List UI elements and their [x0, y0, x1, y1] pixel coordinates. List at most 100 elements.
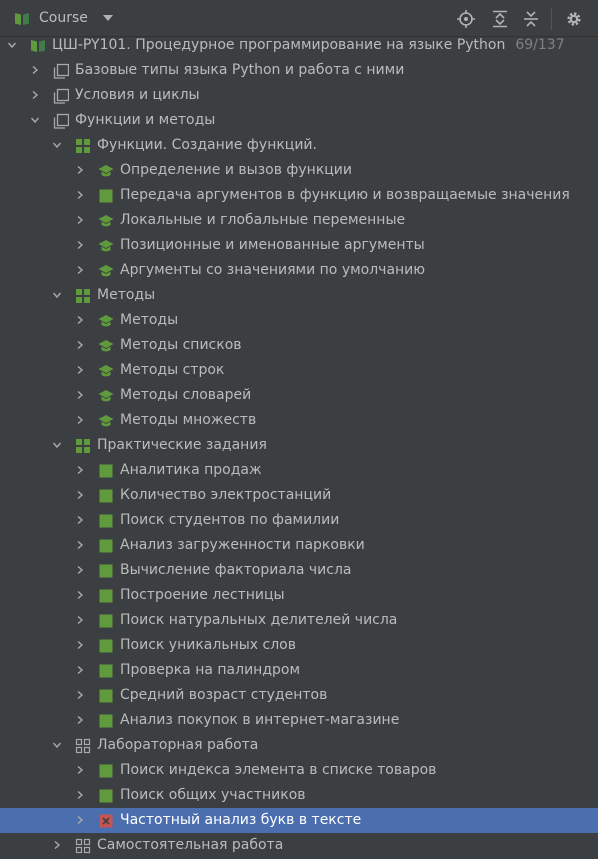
task-solved-icon [98, 538, 114, 554]
chevron-right-icon[interactable] [76, 191, 84, 199]
course-title: ЦШ-PY101. Процедурное программирование н… [52, 37, 506, 53]
chevron-right-icon[interactable] [31, 91, 39, 99]
tree-task[interactable]: Частотный анализ букв в тексте [0, 808, 598, 833]
task-label: Поиск студентов по фамилии [120, 512, 340, 528]
chevron-right-icon[interactable] [53, 841, 61, 849]
tree-task[interactable]: Методы списков [0, 333, 598, 358]
chevron-down-icon[interactable] [53, 141, 61, 149]
task-label: Методы [120, 312, 179, 328]
tree-task[interactable]: Построение лестницы [0, 583, 598, 608]
tree-section[interactable]: Базовые типы языка Python и работа с ним… [0, 58, 598, 83]
chevron-right-icon[interactable] [76, 566, 84, 574]
tree-task[interactable]: Методы множеств [0, 408, 598, 433]
task-label: Поиск уникальных слов [120, 637, 296, 653]
lesson-icon [75, 738, 91, 754]
chevron-down-icon[interactable] [53, 741, 61, 749]
chevron-right-icon[interactable] [76, 591, 84, 599]
chevron-right-icon[interactable] [76, 541, 84, 549]
dropdown-arrow-icon[interactable] [102, 14, 114, 22]
tree-task[interactable]: Поиск общих участников [0, 783, 598, 808]
tree-task[interactable]: Передача аргументов в функцию и возвраща… [0, 183, 598, 208]
task-solved-icon [98, 513, 114, 529]
chevron-right-icon[interactable] [76, 691, 84, 699]
tree-task[interactable]: Проверка на палиндром [0, 658, 598, 683]
task-failed-icon [98, 813, 114, 829]
chevron-right-icon[interactable] [76, 816, 84, 824]
tree-task[interactable]: Количество электростанций [0, 483, 598, 508]
chevron-down-icon[interactable] [53, 291, 61, 299]
task-label: Методы множеств [120, 412, 257, 428]
task-label: Локальные и глобальные переменные [120, 212, 406, 228]
section-label: Условия и циклы [75, 87, 200, 103]
task-solved-icon [98, 188, 114, 204]
tree-task[interactable]: Поиск индекса элемента в списке товаров [0, 758, 598, 783]
chevron-right-icon[interactable] [76, 341, 84, 349]
chevron-right-icon[interactable] [76, 166, 84, 174]
task-solved-icon [98, 613, 114, 629]
tree-lesson[interactable]: Функции. Создание функций. [0, 133, 598, 158]
task-label: Поиск индекса элемента в списке товаров [120, 762, 437, 778]
chevron-right-icon[interactable] [76, 666, 84, 674]
toolbar-separator [551, 8, 552, 30]
tree-task[interactable]: Методы словарей [0, 383, 598, 408]
chevron-down-icon[interactable] [53, 441, 61, 449]
tree-lesson[interactable]: Методы [0, 283, 598, 308]
tree-task[interactable]: Анализ загруженности парковки [0, 533, 598, 558]
tree-lesson[interactable]: Лабораторная работа [0, 733, 598, 758]
tree-task[interactable]: Средний возраст студентов [0, 683, 598, 708]
tree-task[interactable]: Методы [0, 308, 598, 333]
view-title[interactable]: Course [39, 10, 88, 26]
chevron-right-icon[interactable] [76, 216, 84, 224]
task-label: Поиск натуральных делителей числа [120, 612, 398, 628]
chevron-right-icon[interactable] [31, 66, 39, 74]
course-book-icon [30, 38, 46, 54]
chevron-right-icon[interactable] [76, 766, 84, 774]
tree-task[interactable]: Анализ покупок в интернет-магазине [0, 708, 598, 733]
chevron-right-icon[interactable] [76, 241, 84, 249]
chevron-right-icon[interactable] [76, 491, 84, 499]
tree-task[interactable]: Локальные и глобальные переменные [0, 208, 598, 233]
chevron-right-icon[interactable] [76, 466, 84, 474]
theory-icon [98, 213, 114, 229]
tree-task[interactable]: Поиск уникальных слов [0, 633, 598, 658]
theory-icon [98, 313, 114, 329]
task-label: Позиционные и именованные аргументы [120, 237, 425, 253]
chevron-right-icon[interactable] [76, 416, 84, 424]
task-label: Методы строк [120, 362, 225, 378]
tree-lesson[interactable]: Самостоятельная работа [0, 833, 598, 858]
tree-task[interactable]: Определение и вызов функции [0, 158, 598, 183]
chevron-right-icon[interactable] [76, 616, 84, 624]
locate-icon[interactable] [457, 10, 475, 28]
task-label: Методы списков [120, 337, 242, 353]
section-label: Функции и методы [75, 112, 216, 128]
task-label: Методы словарей [120, 387, 252, 403]
tree-task[interactable]: Поиск натуральных делителей числа [0, 608, 598, 633]
chevron-down-icon[interactable] [8, 41, 16, 49]
tree-task[interactable]: Аналитика продаж [0, 458, 598, 483]
task-solved-icon [98, 563, 114, 579]
tree-lesson[interactable]: Практические задания [0, 433, 598, 458]
task-solved-icon [98, 588, 114, 604]
course-book-icon [14, 12, 30, 26]
chevron-right-icon[interactable] [76, 716, 84, 724]
chevron-right-icon[interactable] [76, 391, 84, 399]
chevron-right-icon[interactable] [76, 641, 84, 649]
chevron-right-icon[interactable] [76, 516, 84, 524]
tree-task[interactable]: Поиск студентов по фамилии [0, 508, 598, 533]
tree-task[interactable]: Позиционные и именованные аргументы [0, 233, 598, 258]
chevron-right-icon[interactable] [76, 791, 84, 799]
chevron-down-icon[interactable] [31, 116, 39, 124]
theory-icon [98, 163, 114, 179]
tree-task[interactable]: Вычисление факториала числа [0, 558, 598, 583]
chevron-right-icon[interactable] [76, 316, 84, 324]
expand-all-icon[interactable] [491, 10, 509, 28]
chevron-right-icon[interactable] [76, 266, 84, 274]
tree-task[interactable]: Методы строк [0, 358, 598, 383]
tree-task[interactable]: Аргументы со значениями по умолчанию [0, 258, 598, 283]
collapse-all-icon[interactable] [522, 10, 540, 28]
chevron-right-icon[interactable] [76, 366, 84, 374]
settings-gear-icon[interactable] [565, 10, 583, 28]
tree-root-course[interactable]: ЦШ-PY101. Процедурное программирование н… [0, 33, 598, 58]
tree-section[interactable]: Условия и циклы [0, 83, 598, 108]
tree-section[interactable]: Функции и методы [0, 108, 598, 133]
